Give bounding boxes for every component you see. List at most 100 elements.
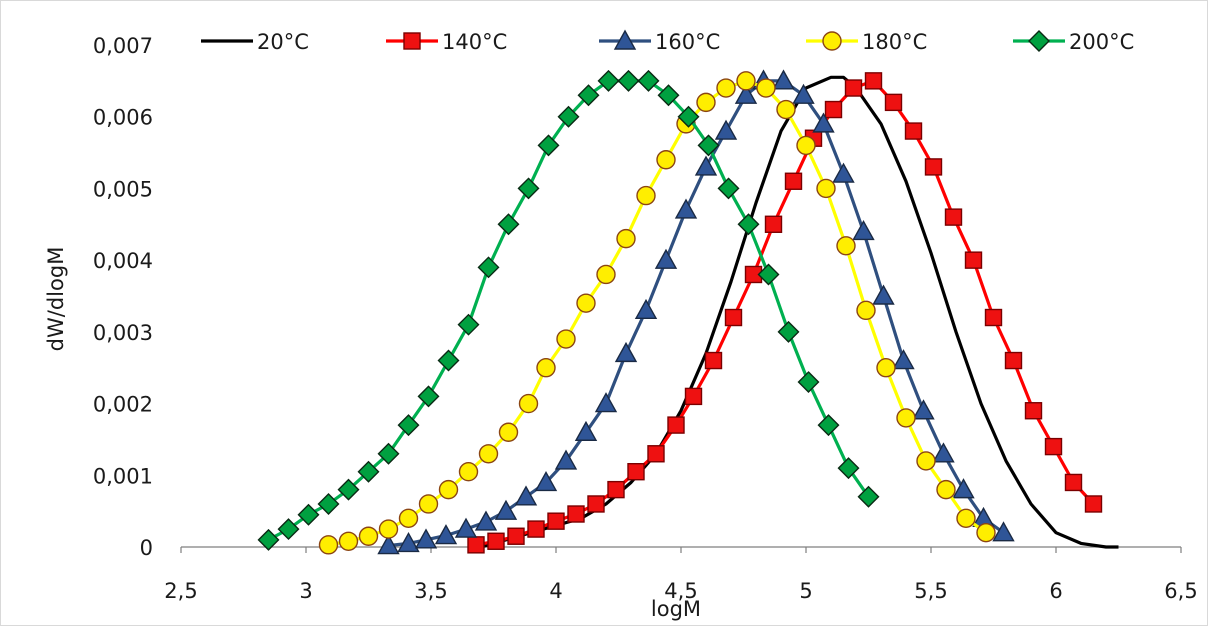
series-line <box>328 79 987 547</box>
data-point <box>944 208 963 226</box>
data-point <box>636 185 656 206</box>
data-point <box>414 528 438 549</box>
data-point <box>952 478 975 499</box>
data-point <box>554 449 578 470</box>
data-point <box>596 264 616 285</box>
data-point <box>677 105 700 128</box>
data-point <box>704 351 723 370</box>
data-point <box>574 420 598 441</box>
data-point <box>514 485 538 506</box>
data-point <box>297 503 320 526</box>
legend-item: 180°C <box>806 30 927 54</box>
data-point <box>724 308 743 327</box>
data-point <box>576 293 596 313</box>
data-point <box>817 414 840 437</box>
data-point <box>616 228 636 249</box>
data-point <box>936 479 956 500</box>
data-point <box>956 508 976 529</box>
data-point <box>836 236 856 256</box>
data-point <box>1044 437 1063 456</box>
data-point <box>912 399 935 420</box>
data-point <box>844 79 863 97</box>
data-point <box>772 69 795 90</box>
data-point <box>403 32 421 50</box>
data-point <box>338 531 359 551</box>
series-layer <box>257 69 1119 555</box>
x-axis-title: logM <box>651 597 701 621</box>
x-tick-label: 6 <box>1049 579 1062 603</box>
data-point <box>557 105 580 128</box>
x-tick-label: 5 <box>799 579 812 603</box>
legend-label: 20°C <box>257 30 309 54</box>
series-200°C <box>257 69 880 551</box>
data-point <box>434 524 458 545</box>
x-tick-label: 5,5 <box>914 579 947 603</box>
data-point <box>467 536 485 554</box>
data-point <box>684 387 703 406</box>
data-point <box>1028 30 1050 52</box>
data-point <box>647 445 665 463</box>
data-point <box>916 451 936 471</box>
data-point <box>837 457 860 480</box>
series-180°C <box>318 71 996 555</box>
data-point <box>822 31 842 51</box>
data-point <box>857 485 880 508</box>
data-point <box>792 83 815 104</box>
data-point <box>437 349 460 372</box>
y-axis-title: dW/dlogM <box>44 247 68 352</box>
data-point <box>497 213 520 236</box>
data-point <box>714 119 738 140</box>
axes: 2,5 3 3,5 4 4,5 5 5,5 6 6,5 0 0,001 0,002 0,003 0,004… <box>93 34 1198 603</box>
data-point <box>518 393 539 414</box>
y-tick-label: 0,007 <box>93 34 153 58</box>
data-point <box>896 408 916 428</box>
data-point <box>864 72 883 90</box>
data-point <box>992 521 1015 542</box>
data-point <box>784 172 803 190</box>
data-point <box>812 112 835 133</box>
data-point <box>418 494 439 514</box>
data-point <box>656 150 676 170</box>
data-point <box>498 422 519 442</box>
data-point <box>856 300 876 321</box>
data-point <box>438 479 459 500</box>
data-point <box>378 519 399 539</box>
series-line <box>388 79 1005 548</box>
data-point <box>277 518 300 541</box>
data-point <box>757 263 780 286</box>
legend-item: 160°C <box>599 29 720 54</box>
data-point <box>534 471 558 492</box>
y-tick-label: 0,002 <box>93 393 153 417</box>
data-point <box>796 135 816 156</box>
data-point <box>556 329 576 349</box>
data-point <box>737 213 760 236</box>
legend-item: 20°C <box>201 30 309 54</box>
data-point <box>634 298 658 320</box>
y-tick-label: 0,005 <box>93 177 153 201</box>
x-tick-label: 4,5 <box>664 579 697 603</box>
data-point <box>397 531 420 553</box>
y-tick-label: 0,001 <box>93 464 153 488</box>
series-140°C <box>467 72 1103 554</box>
data-point <box>398 508 419 529</box>
data-point <box>597 69 620 92</box>
data-point <box>487 532 505 550</box>
data-point <box>257 528 280 551</box>
data-point <box>517 177 540 200</box>
data-point <box>734 83 758 104</box>
data-point <box>697 134 720 157</box>
data-point <box>547 512 565 530</box>
data-point <box>627 463 645 481</box>
data-point <box>872 284 895 305</box>
data-point <box>477 256 500 279</box>
data-point <box>654 248 678 269</box>
legend-item: 140°C <box>386 30 507 54</box>
data-point <box>417 385 440 408</box>
data-point <box>537 134 560 157</box>
data-point <box>478 444 499 464</box>
data-point <box>777 320 800 343</box>
legend-label: 140°C <box>442 30 507 54</box>
data-point <box>904 122 923 140</box>
legend-label: 160°C <box>655 30 720 54</box>
